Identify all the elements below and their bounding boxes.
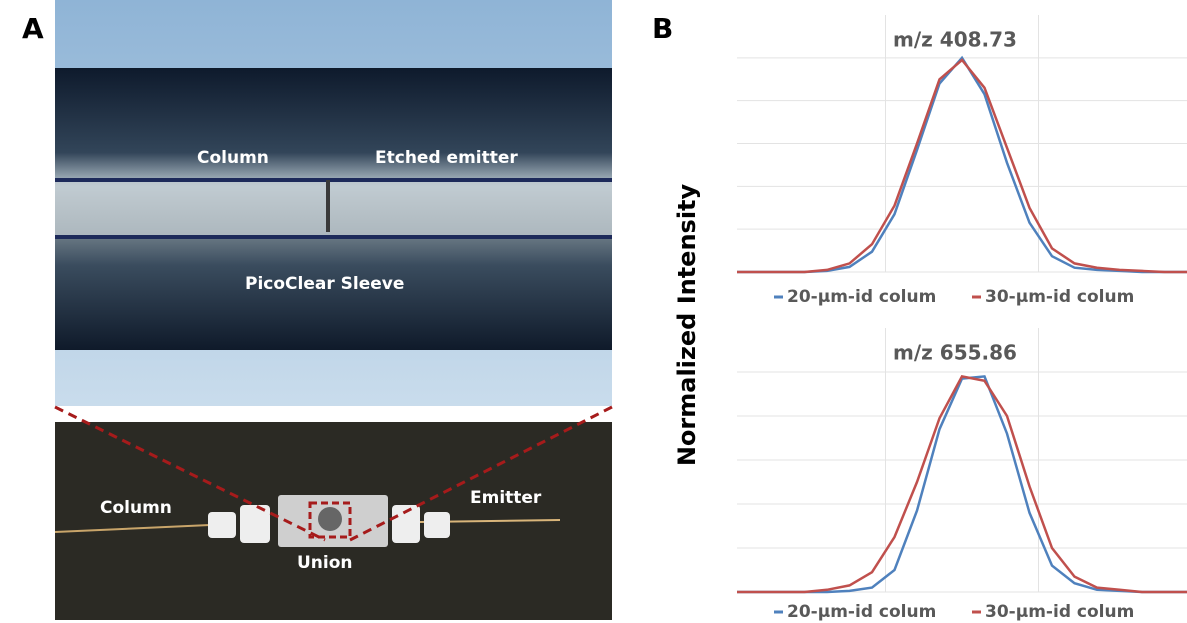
annotation: Etched emitter (375, 148, 518, 168)
legend-label: 30-µm-id colum (985, 287, 1134, 307)
series-line (737, 376, 1187, 592)
y-axis-label: Normalized Intensity (673, 183, 701, 466)
annotation: Column (197, 148, 269, 168)
annotation: Emitter (470, 488, 542, 508)
figure: A B Column Etched emitter PicoClear Slee… (0, 0, 1187, 623)
panel-label: B (652, 12, 673, 45)
series-line (737, 58, 1187, 272)
panel-label: A (22, 12, 44, 45)
chart-title: m/z 408.73 (893, 28, 1017, 52)
legend-label: 20-µm-id colum (787, 287, 936, 307)
photo (55, 422, 612, 620)
annotation: Union (297, 553, 353, 573)
series-line (737, 376, 1187, 592)
annotation: PicoClear Sleeve (245, 274, 404, 294)
micrograph (55, 0, 612, 406)
annotation: Column (100, 498, 172, 518)
chart-title: m/z 655.86 (893, 341, 1017, 365)
legend-label: 20-µm-id colum (787, 602, 936, 622)
legend-label: 30-µm-id colum (985, 602, 1134, 622)
series-line (737, 60, 1187, 272)
